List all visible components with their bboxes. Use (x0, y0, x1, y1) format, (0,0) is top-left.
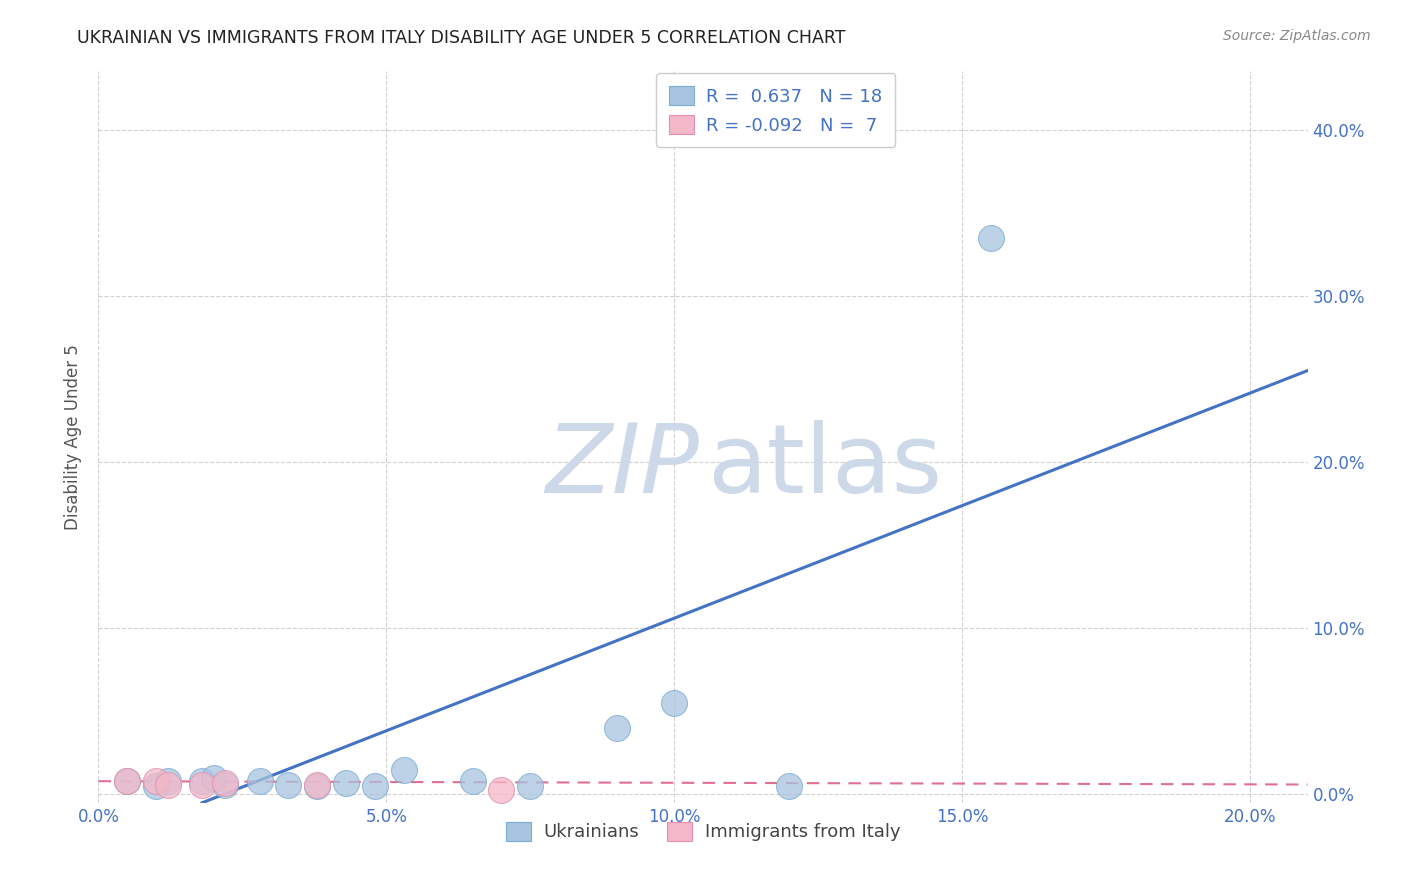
Point (461, 774, 484, 789)
Text: UKRAINIAN VS IMMIGRANTS FROM ITALY DISABILITY AGE UNDER 5 CORRELATION CHART: UKRAINIAN VS IMMIGRANTS FROM ITALY DISAB… (77, 29, 846, 46)
Point (249, 774, 271, 789)
Point (156, 778, 179, 792)
Text: Source: ZipAtlas.com: Source: ZipAtlas.com (1223, 29, 1371, 43)
Point (214, 778, 236, 792)
Point (392, 763, 415, 777)
Point (156, 774, 179, 789)
Point (519, 779, 541, 793)
Point (145, 779, 167, 793)
Point (115, 774, 138, 789)
Point (364, 779, 387, 793)
Text: atlas: atlas (707, 420, 942, 513)
Point (191, 774, 214, 789)
Point (778, 779, 800, 793)
Point (491, 782, 513, 797)
Legend: Ukrainians, Immigrants from Italy: Ukrainians, Immigrants from Italy (499, 814, 907, 848)
Point (664, 696, 686, 710)
Point (606, 721, 628, 735)
Point (202, 771, 225, 785)
Point (277, 778, 299, 792)
Point (214, 776, 236, 790)
Point (335, 776, 357, 790)
Point (145, 774, 167, 789)
Y-axis label: Disability Age Under 5: Disability Age Under 5 (65, 344, 83, 530)
Point (115, 774, 138, 789)
Text: ZIP: ZIP (546, 420, 699, 513)
Point (980, 230, 1002, 244)
Point (307, 778, 329, 792)
Point (307, 779, 329, 793)
Point (191, 778, 214, 792)
